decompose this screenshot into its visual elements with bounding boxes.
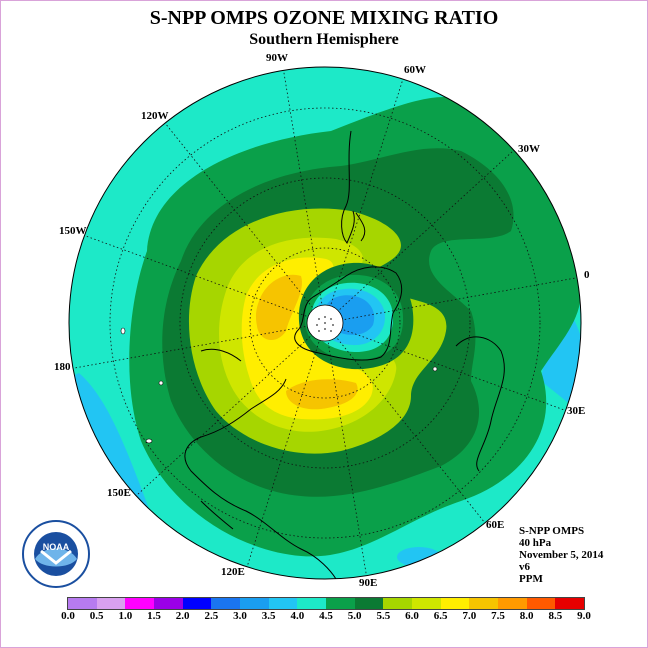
colorbar-swatch (68, 598, 97, 609)
colorbar-tick-label: 0.5 (89, 610, 104, 622)
lon-label-150w: 150W (59, 225, 87, 237)
colorbar-tick-label: 5.5 (376, 610, 391, 622)
lon-label-120w: 120W (141, 110, 169, 122)
map-title: S-NPP OMPS OZONE MIXING RATIO (149, 7, 499, 29)
lon-label-60w: 60W (404, 64, 426, 76)
antarctica-coast (294, 266, 403, 361)
colorbar-swatch (96, 598, 126, 609)
islands (120, 327, 438, 444)
info-version: v6 (519, 561, 530, 573)
colorbar-tick-label: 7.5 (491, 610, 505, 622)
island-1 (120, 327, 126, 335)
colorbar-tick-label: 6.0 (405, 610, 419, 622)
lon-label-0: 0 (584, 269, 590, 281)
colorbar-tick-label: 8.0 (519, 610, 534, 622)
colorbar-ticks: 0.0 0.5 1.0 1.5 2.0 2.5 3.0 3.5 4.0 4.5 5.0 5.5 6.0 6… (1, 610, 647, 624)
colorbar-swatch (325, 598, 355, 609)
australia-coast (184, 378, 337, 579)
info-date: November 5, 2014 (519, 549, 604, 561)
tierra-del-fuego (355, 212, 366, 242)
south-america-coast (341, 130, 355, 244)
colorbar-swatch (497, 598, 527, 609)
colorbar-swatch (354, 598, 384, 609)
colorbar-tick-label: 1.5 (147, 610, 161, 622)
colorbar-swatch (526, 598, 556, 609)
new-zealand-north (200, 348, 242, 362)
level-6.5-7.0-west (255, 274, 303, 341)
indonesia-chain (200, 500, 234, 530)
colorbar-tick-label: 4.0 (290, 610, 305, 622)
noaa-logo-text: NOAA (43, 542, 70, 552)
noaa-logo: NOAA (22, 520, 90, 588)
lon-label-180: 180 (54, 361, 71, 373)
coastlines (184, 130, 505, 579)
colorbar-swatch (239, 598, 269, 609)
map-subtitle: Southern Hemisphere (249, 31, 399, 48)
colorbar-swatch (440, 598, 470, 609)
colorbar-swatch (182, 598, 212, 609)
colorbar-swatch (211, 598, 240, 609)
lon-label-30w: 30W (518, 143, 540, 155)
colorbar (67, 597, 585, 610)
graticule (69, 67, 581, 579)
colorbar-tick-label: 3.5 (261, 610, 276, 622)
colorbar-tick-label: 5.0 (347, 610, 362, 622)
colorbar-tick-label: 2.0 (175, 610, 190, 622)
colorbar-swatch (268, 598, 298, 609)
lon-label-90w: 90W (266, 52, 288, 64)
colorbar-swatch (297, 598, 326, 609)
island-3 (145, 438, 153, 444)
colorbar-swatch (383, 598, 412, 609)
colorbar-tick-label: 7.0 (462, 610, 477, 622)
colorbar-swatch (125, 598, 154, 609)
colorbar-tick-label: 4.5 (319, 610, 333, 622)
product-info: S-NPP OMPS 40 hPa November 5, 2014 v6 PP… (519, 525, 603, 585)
colorbar-tick-label: 9.0 (577, 610, 591, 622)
colorbar-tick-label: 1.0 (118, 610, 133, 622)
colorbar-tick-label: 0.0 (61, 610, 75, 622)
level-3.0-3.5-south (397, 547, 441, 567)
colorbar-swatch (153, 598, 183, 609)
colorbar-swatch (469, 598, 498, 609)
lon-label-150e: 150E (107, 487, 131, 499)
polar-mask-dots (316, 316, 334, 332)
colorbar-tick-label: 2.5 (204, 610, 219, 622)
map-boundary (68, 66, 582, 580)
level-6.5-7.0-south (286, 379, 358, 410)
colorbar-tick-label: 6.5 (433, 610, 448, 622)
info-instrument: S-NPP OMPS (519, 525, 585, 537)
lon-label-90e: 90E (359, 577, 378, 589)
colorbar-tick-label: 8.5 (548, 610, 563, 622)
info-level: 40 hPa (519, 537, 552, 549)
colorbar-swatch (555, 598, 584, 609)
island-2 (158, 380, 164, 386)
info-units: PPM (519, 573, 543, 585)
africa-coast (455, 336, 505, 472)
island-4 (432, 366, 438, 372)
lon-label-120e: 120E (221, 566, 245, 578)
lon-label-30e: 30E (567, 405, 586, 417)
lon-label-60e: 60E (486, 519, 505, 531)
colorbar-swatch (411, 598, 441, 609)
colorbar-tick-label: 3.0 (233, 610, 247, 622)
